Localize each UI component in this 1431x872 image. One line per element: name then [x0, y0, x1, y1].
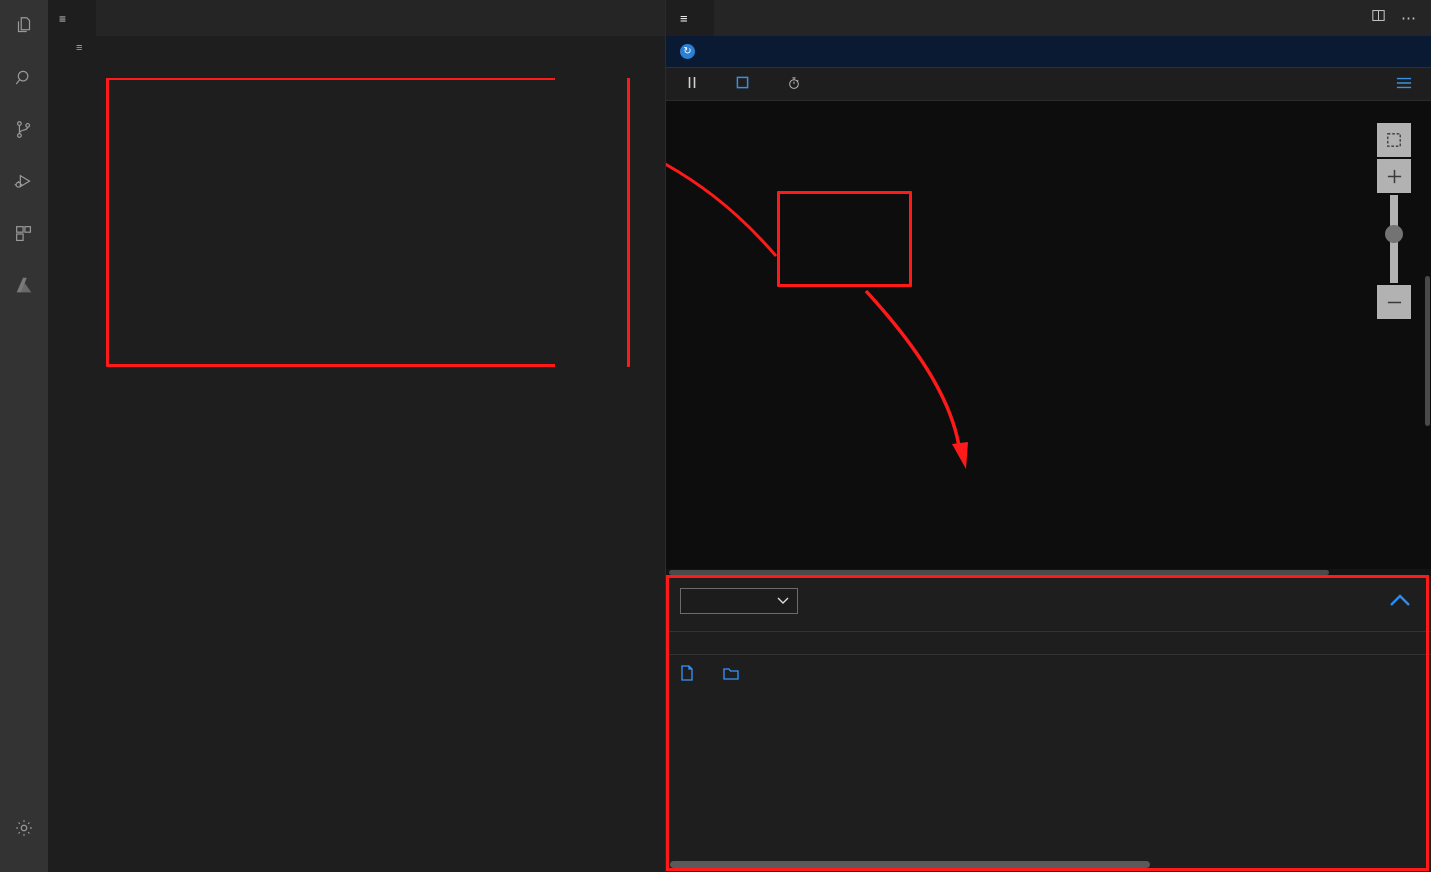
sidebar-item-source-control[interactable] — [0, 104, 48, 156]
run-debug-icon — [13, 171, 35, 193]
sidebar-item-explorer[interactable] — [0, 0, 48, 52]
diagram-horizontal-scrollbar[interactable] — [666, 569, 1431, 576]
extensions-icon — [13, 223, 35, 245]
manage-settings-button[interactable] — [0, 802, 48, 854]
codelens-bar — [48, 60, 665, 78]
sidebar-item-run-debug[interactable] — [0, 156, 48, 208]
collapse-panel-button[interactable] — [1389, 590, 1417, 613]
editor-pane: ≡ ≡ — [48, 0, 665, 872]
fit-to-screen-button[interactable] — [1377, 123, 1411, 157]
editor-more-actions[interactable] — [649, 0, 665, 36]
test-toolbar — [666, 68, 1431, 101]
breadcrumb: ≡ — [48, 36, 665, 60]
open-in-folder-button[interactable] — [723, 666, 746, 683]
code-editor[interactable] — [48, 78, 665, 872]
split-editor-icon[interactable] — [1370, 7, 1387, 29]
diagram-zoom-controls — [1377, 123, 1411, 321]
zoom-out-button[interactable] — [1377, 285, 1411, 319]
gear-icon — [13, 817, 35, 839]
partition-tabs — [666, 632, 1431, 655]
zoom-slider[interactable] — [1385, 195, 1403, 283]
list-icon — [1396, 76, 1412, 93]
test-tabbar-actions: ⋯ — [1370, 0, 1431, 36]
source-control-icon — [13, 119, 35, 141]
running-spinner-icon: ↻ — [680, 44, 695, 59]
asaql-file-icon: ≡ — [76, 42, 83, 54]
job-status-banner: ↻ — [666, 36, 1431, 68]
timer-icon — [787, 76, 801, 93]
annot-code-highlight-box — [106, 78, 630, 367]
results-panel — [666, 575, 1431, 872]
job-diagram[interactable] — [666, 101, 1431, 576]
pause-icon — [686, 76, 698, 92]
tab-script-asaql[interactable]: ≡ — [48, 0, 97, 36]
search-icon — [13, 67, 35, 89]
zoom-in-button[interactable] — [1377, 159, 1411, 193]
azure-icon — [13, 275, 35, 297]
pause-button[interactable] — [678, 73, 712, 95]
asaql-file-icon: ≡ — [59, 11, 67, 26]
job-summary-button[interactable] — [1396, 76, 1419, 93]
diagram-vertical-scrollbar[interactable] — [1424, 101, 1431, 576]
results-header — [666, 576, 1431, 622]
results-tabs — [666, 622, 1431, 632]
results-horizontal-scrollbar[interactable] — [670, 861, 1427, 868]
zoom-slider-thumb[interactable] — [1385, 225, 1403, 243]
tab-test-live-input[interactable]: ≡ — [666, 0, 714, 36]
output-start-time-button[interactable] — [779, 73, 815, 96]
editor-tabbar: ≡ — [48, 0, 665, 36]
editor-minimap[interactable] — [555, 78, 627, 872]
activity-bar — [0, 0, 48, 872]
test-tabbar: ≡ ⋯ — [666, 0, 1431, 36]
results-actions — [666, 655, 1431, 694]
open-file-button[interactable] — [680, 665, 701, 684]
folder-icon — [723, 666, 739, 683]
sidebar-item-azure[interactable] — [0, 260, 48, 312]
sidebar-item-search[interactable] — [0, 52, 48, 104]
stop-button[interactable] — [728, 73, 763, 95]
files-icon — [13, 15, 35, 37]
chevron-down-icon — [777, 594, 789, 608]
step-selector-dropdown[interactable] — [680, 588, 798, 614]
asaql-file-icon: ≡ — [680, 10, 688, 26]
stop-icon — [736, 76, 749, 92]
file-icon — [680, 665, 694, 684]
annot-selected-node-box — [777, 191, 912, 287]
diagram-edges — [666, 101, 1431, 576]
sidebar-item-extensions[interactable] — [0, 208, 48, 260]
test-pane: ≡ ⋯ ↻ — [665, 0, 1431, 872]
more-actions-icon[interactable]: ⋯ — [1401, 10, 1417, 27]
editor-scrollbar[interactable] — [651, 78, 665, 872]
